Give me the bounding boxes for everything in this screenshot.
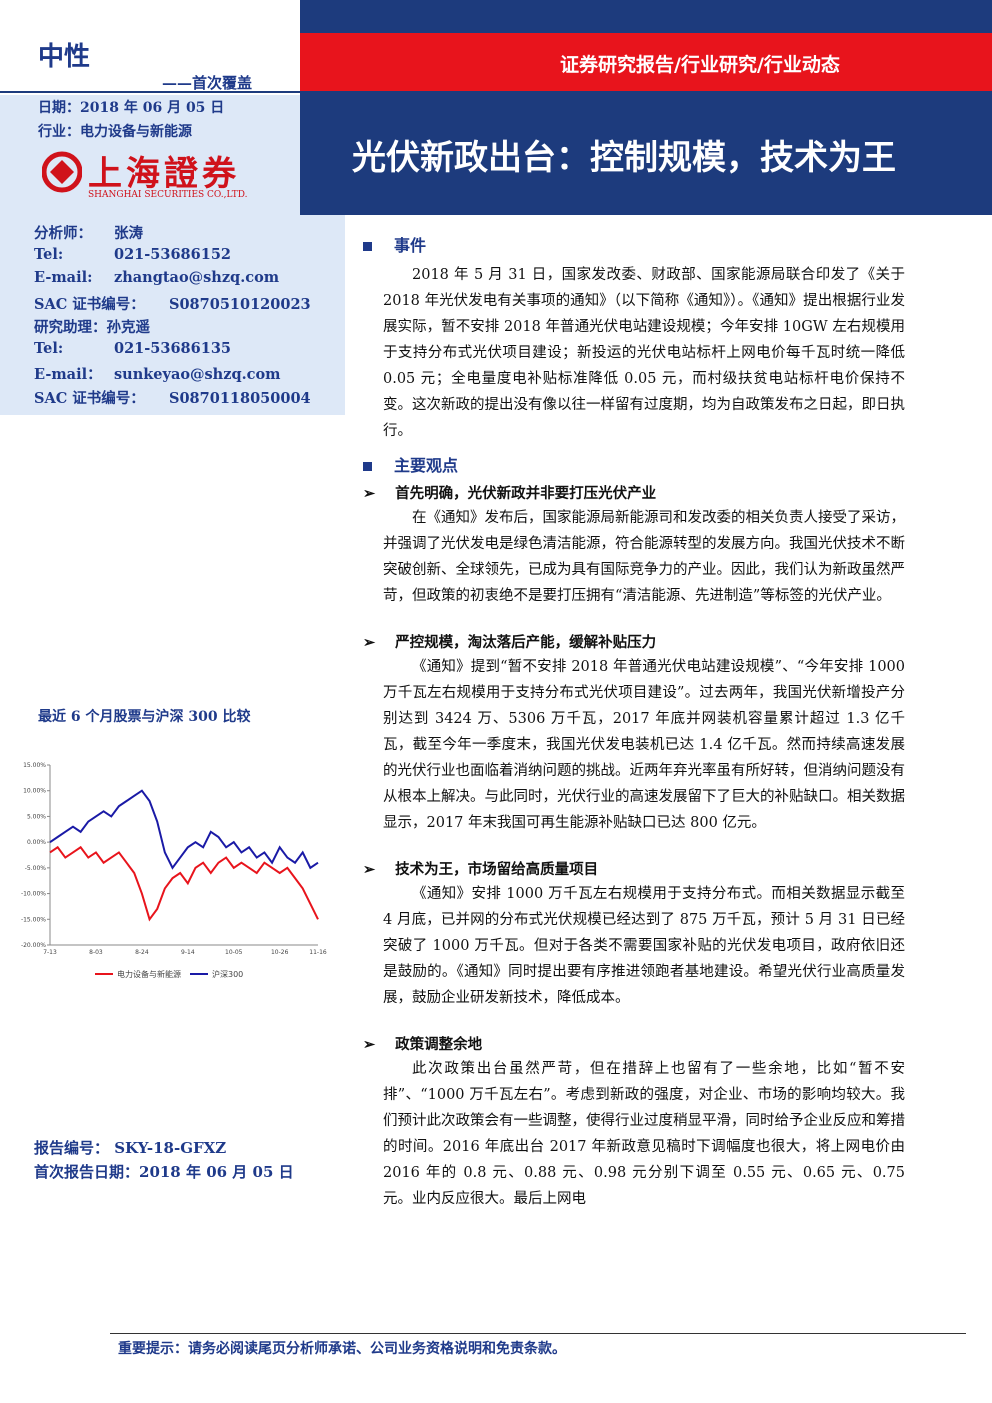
logo-mark	[42, 151, 82, 193]
subheading: ➢ 政策调整余地	[363, 1033, 905, 1054]
report-number: 报告编号： SKY-18-GFXZ	[34, 1139, 227, 1157]
first-date: 首次报告日期：2018 年 06 月 05 日	[34, 1163, 294, 1181]
arrow-bullet: ➢	[363, 485, 376, 502]
analyst-row: 分析师： 张涛	[34, 222, 311, 246]
analyst-value: S0870118050004	[169, 389, 311, 407]
analyst-value: 张涛	[114, 225, 143, 242]
x-tick-label: 7-13	[43, 949, 57, 956]
bullet	[363, 242, 372, 251]
analyst-label: SAC 证书编号：	[34, 389, 145, 407]
date: 日期：2018 年 06 月 05 日	[38, 100, 225, 116]
subheading: ➢ 严控规模，淘汰落后产能，缓解补贴压力	[363, 631, 905, 652]
footer: 重要提示：请务必阅读尾页分析师承诺、公司业务资格说明和免责条款。	[118, 1341, 566, 1357]
legend-label: 电力设备与新能源	[117, 969, 181, 979]
y-tick-label: 10.00%	[23, 788, 46, 795]
series-line	[49, 845, 319, 922]
analyst-value: 021-53686135	[114, 339, 231, 357]
x-tick-label: 9-14	[181, 949, 195, 956]
analyst-label: Tel:	[34, 245, 64, 263]
logo-english: SHANGHAI SECURITIES CO.,LTD.	[88, 190, 248, 200]
section-heading: 事件	[363, 232, 905, 256]
y-tick-label: -20.00%	[21, 942, 46, 949]
legend-label: 沪深300	[212, 969, 243, 979]
analyst-value: S0870510120023	[169, 295, 311, 313]
analyst-label: 研究助理：孙克遥	[34, 319, 150, 336]
analyst-label: Tel:	[34, 339, 64, 357]
analyst-row: 研究助理：孙克遥	[34, 316, 311, 340]
analyst-value: sunkeyao@shzq.com	[114, 366, 281, 383]
arrow-bullet: ➢	[363, 1036, 376, 1053]
analyst-value: 021-53686152	[114, 245, 231, 263]
subheading-text: 严控规模，淘汰落后产能，缓解补贴压力	[395, 634, 657, 651]
chart-caption: 最近 6 个月股票与沪深 300 比较	[38, 709, 251, 725]
arrow-bullet: ➢	[363, 634, 376, 651]
series-line	[49, 789, 319, 870]
analyst-row: SAC 证书编号： S0870118050004	[34, 387, 311, 411]
industry: 行业：电力设备与新能源	[38, 124, 192, 140]
analyst-row: SAC 证书编号： S0870510120023	[34, 293, 311, 317]
analyst-label: E-mail：	[34, 366, 102, 383]
analyst-row: E-mail： sunkeyao@shzq.com	[34, 363, 311, 387]
analysts: 分析师： 张涛 Tel: 021-53686152 E-mail: zhangtao@sh…	[34, 222, 311, 410]
body: 事件 2018 年 5 月 31 日，国家发改委、财政部、国家能源局联合印发了《关…	[363, 224, 905, 1212]
paragraph: 此次政策出台虽然严苛，但在措辞上也留有了一些余地，比如“暂不安排”、“1000 …	[383, 1061, 905, 1207]
logo-name: 上海證券	[88, 154, 240, 194]
subheading-text: 首先明确，光伏新政并非要打压光伏产业	[395, 485, 657, 502]
x-tick-label: 8-03	[89, 949, 103, 956]
y-tick-label: 15.00%	[23, 762, 46, 769]
coverage: ——首次覆盖	[162, 74, 253, 92]
heading-text: 主要观点	[394, 456, 459, 475]
analyst-row: Tel: 021-53686135	[34, 340, 311, 364]
analyst-value: zhangtao@shzq.com	[114, 269, 280, 286]
x-tick-label: 11-16	[309, 949, 327, 956]
heading-text: 事件	[394, 236, 427, 255]
x-tick-label: 8-24	[135, 949, 149, 956]
rule	[0, 91, 300, 93]
paragraph: 《通知》提到“暂不安排 2018 年普通光伏电站建设规模”、“今年安排 1000…	[383, 659, 905, 831]
analyst-label: SAC 证书编号：	[34, 295, 145, 313]
subheading: ➢ 首先明确，光伏新政并非要打压光伏产业	[363, 482, 905, 503]
x-tick-label: 10-05	[225, 949, 243, 956]
analyst-label: E-mail:	[34, 269, 93, 286]
footer-rule	[110, 1333, 966, 1334]
bullet	[363, 462, 372, 471]
y-tick-label: -10.00%	[21, 891, 46, 898]
title: 光伏新政出台：控制规模，技术为王	[352, 138, 896, 178]
y-tick-label: -5.00%	[25, 865, 47, 872]
header-band	[300, 33, 992, 91]
subheading-text: 政策调整余地	[395, 1036, 483, 1053]
sidebar-bg	[0, 95, 345, 415]
rating: 中性	[38, 42, 91, 72]
y-tick-label: -15.00%	[21, 916, 46, 923]
subheading: ➢ 技术为王，市场留给高质量项目	[363, 858, 905, 879]
y-tick-label: 5.00%	[27, 813, 46, 820]
chart: 15.00% 10.00% 5.00% 0.00% -5.00% -10.00% -15.0…	[21, 762, 327, 979]
paragraph: 《通知》安排 1000 万千瓦左右规模用于支持分布式。而相关数据显示截至 4 月…	[383, 886, 905, 1006]
category: 证券研究报告/行业研究/行业动态	[560, 54, 840, 76]
analyst-label: 分析师：	[34, 225, 92, 242]
analyst-row: E-mail: zhangtao@shzq.com	[34, 269, 311, 293]
analyst-row: Tel: 021-53686152	[34, 246, 311, 270]
paragraph: 在《通知》发布后，国家能源局新能源司和发改委的相关负责人接受了采访，并强调了光伏…	[383, 510, 905, 604]
x-tick-label: 10-26	[271, 949, 289, 956]
paragraph: 2018 年 5 月 31 日，国家发改委、财政部、国家能源局联合印发了《关于 …	[383, 267, 905, 439]
y-tick-label: 0.00%	[27, 839, 46, 846]
subheading-text: 技术为王，市场留给高质量项目	[395, 861, 599, 878]
section-heading: 主要观点	[363, 452, 905, 476]
arrow-bullet: ➢	[363, 861, 376, 878]
